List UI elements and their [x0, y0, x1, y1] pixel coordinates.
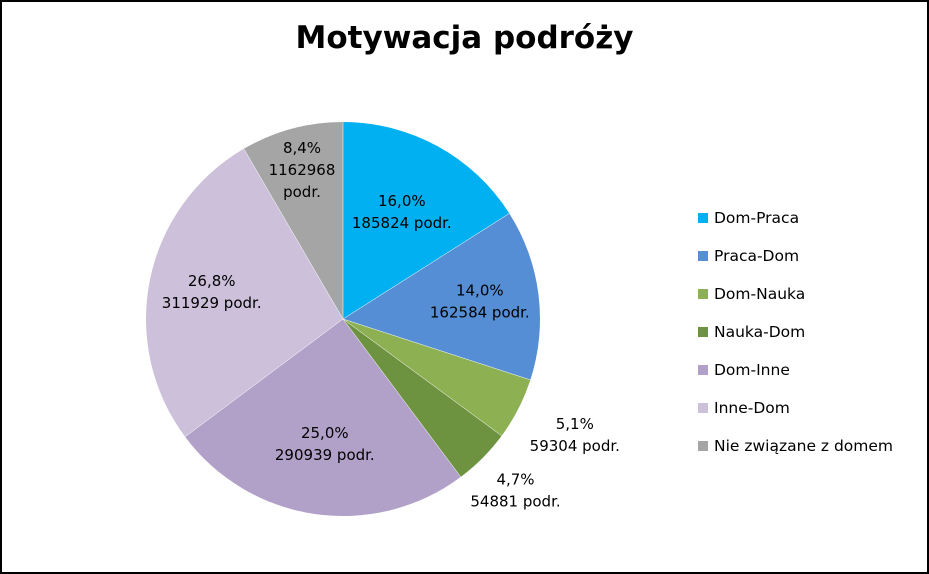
legend-item: Nie związane z domem: [698, 427, 893, 465]
slice-count-label: 162584 podr.: [430, 304, 530, 322]
legend-label: Nie związane z domem: [714, 437, 894, 455]
pie-slice-nie-związane-z-domem: [243, 122, 343, 319]
legend-label: Inne-Dom: [714, 399, 790, 417]
slice-count-label: 290939 podr.: [275, 446, 375, 464]
legend-item: Dom-Praca: [698, 199, 893, 237]
pie-slice-inne-dom: [146, 148, 343, 437]
slice-count-label: 54881 podr.: [470, 492, 560, 510]
legend-label: Dom-Inne: [714, 361, 790, 379]
slice-percent-label: 8,4%: [283, 139, 321, 157]
pie-slice-dom-inne: [185, 319, 461, 517]
legend-swatch: [698, 403, 708, 413]
slice-percent-label: 5,1%: [556, 415, 594, 433]
pie-slice-nauka-dom: [343, 319, 502, 477]
chart-title: Motywacja podróży: [295, 20, 634, 56]
legend-item: Dom-Inne: [698, 351, 893, 389]
slice-count-label: 311929 podr.: [162, 294, 262, 312]
slice-percent-label: 26,8%: [188, 272, 236, 290]
slice-separator: [342, 318, 531, 381]
slice-count-label: podr.: [283, 183, 321, 201]
legend-swatch: [698, 441, 708, 451]
legend-swatch: [698, 327, 708, 337]
legend-item: Nauka-Dom: [698, 313, 893, 351]
slice-separator: [342, 318, 502, 436]
slice-percent-label: 4,7%: [496, 470, 534, 488]
slice-percent-label: 14,0%: [456, 282, 504, 300]
slice-count-label: 1162968: [269, 161, 336, 179]
legend-swatch: [698, 213, 708, 223]
legend-swatch: [698, 365, 708, 375]
legend-label: Dom-Nauka: [714, 285, 806, 303]
legend-item: Dom-Nauka: [698, 275, 893, 313]
pie-slice-dom-praca: [343, 122, 510, 319]
pie-slice-dom-nauka: [343, 319, 531, 436]
legend-label: Dom-Praca: [714, 209, 800, 227]
legend-swatch: [698, 251, 708, 261]
pie-slice-praca-dom: [343, 213, 541, 380]
slice-separator: [342, 213, 510, 320]
legend-item: Praca-Dom: [698, 237, 893, 275]
slice-percent-label: 25,0%: [301, 424, 349, 442]
chart-legend: Dom-Praca Praca-Dom Dom-Nauka Nauka-Dom Dom-…: [698, 199, 893, 465]
legend-swatch: [698, 289, 708, 299]
slice-separator: [184, 318, 344, 437]
legend-item: Inne-Dom: [698, 389, 893, 427]
slice-count-label: 59304 podr.: [530, 437, 620, 455]
slice-separator: [342, 318, 461, 478]
slice-count-label: 185824 podr.: [352, 214, 452, 232]
slice-separator: [243, 148, 344, 320]
slice-percent-label: 16,0%: [378, 192, 426, 210]
legend-label: Praca-Dom: [714, 247, 800, 265]
legend-label: Nauka-Dom: [714, 323, 806, 341]
